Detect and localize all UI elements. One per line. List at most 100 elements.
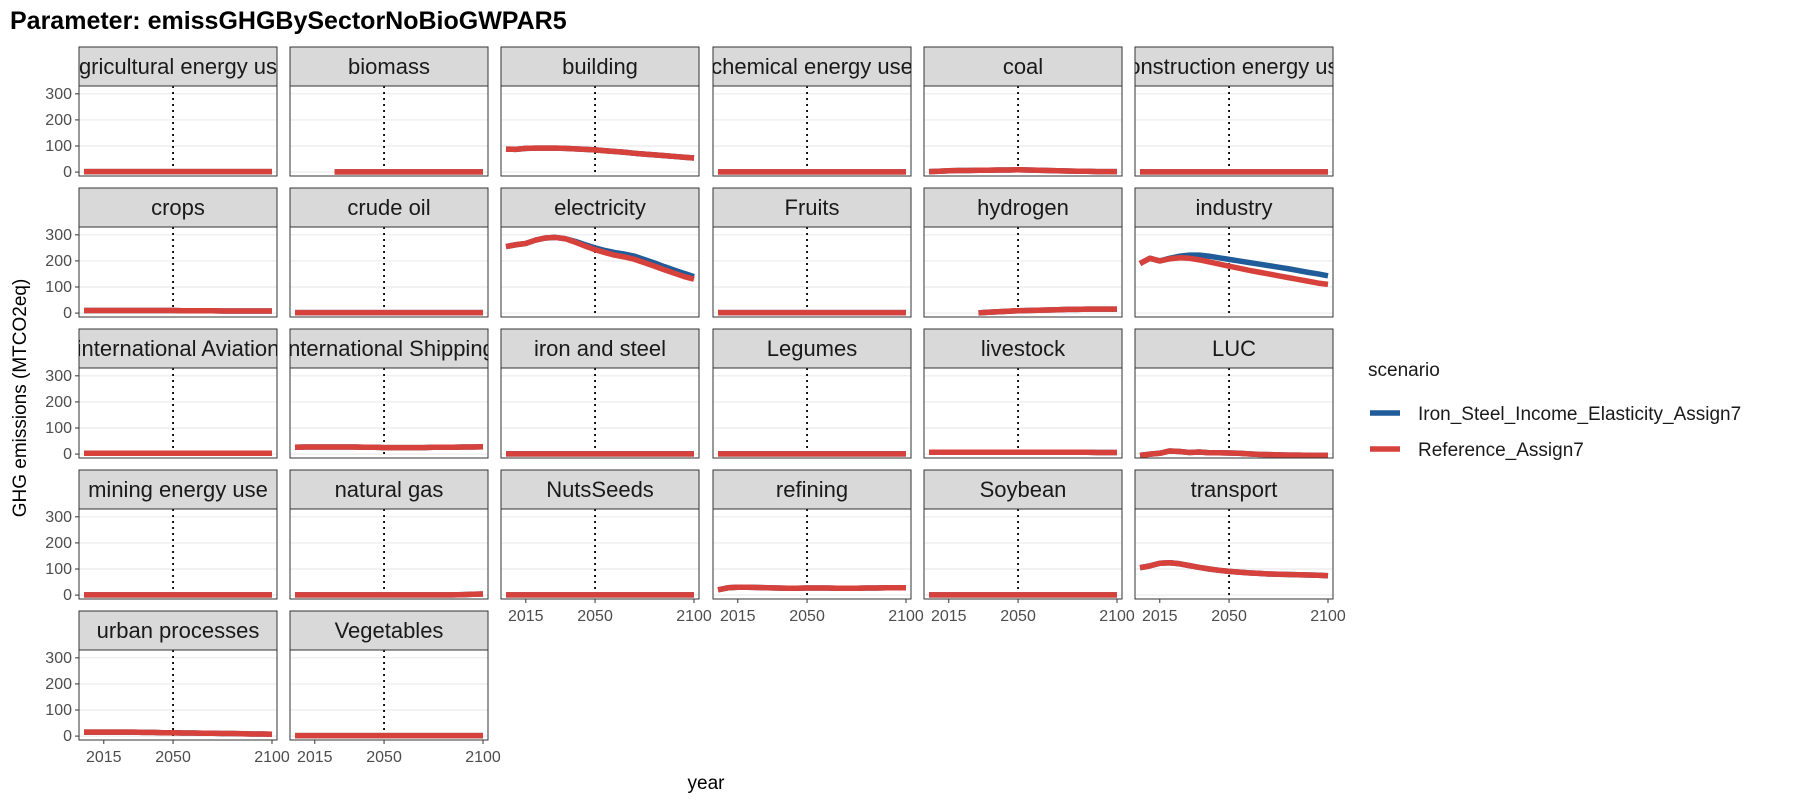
panel-border [289,649,489,741]
facet-strip [289,328,489,369]
facet-panels: agricultural energy use 0 100 200 300 biomass… [45,46,1346,766]
facet-strip-label: transport [1191,477,1278,502]
facet-strip-label: international Shipping [283,336,495,361]
panel-background [924,509,1122,599]
x-tick-label: 2100 [676,608,712,625]
facet-strip-label: hydrogen [977,195,1069,220]
facet-strip [1134,187,1334,228]
legend-title: scenario [1368,360,1440,381]
panel-border [78,226,278,318]
facet-panel: construction energy use [1134,46,1334,177]
series-line [295,591,484,598]
y-axis-title: GHG emissions (MTCO2eq) [10,279,31,518]
series-line [717,584,906,593]
facet-panel: building [500,46,700,177]
panel-background [79,650,277,740]
panel-border [500,367,700,459]
panel-background [1135,368,1333,458]
series-line [84,729,273,738]
panel-background [290,86,488,176]
legend-label: Reference_Assign7 [1418,440,1584,461]
facet-strip-label: livestock [981,336,1066,361]
facet-strip [712,328,912,369]
facet-panel: urban processes 0 100 200 300 2015 2050 2100 [45,610,290,766]
y-tick-label: 100 [45,279,72,296]
x-tick-label: 2100 [888,608,924,625]
y-tick-label: 300 [45,227,72,244]
y-tick-label: 300 [45,86,72,103]
y-tick-label: 200 [45,535,72,552]
facet-panel: iron and steel [500,328,700,459]
panel-background [1135,509,1333,599]
panel-border [78,508,278,600]
x-tick-label: 2050 [1211,608,1247,625]
facet-strip [1134,469,1334,510]
panel-border [712,367,912,459]
y-tick-label: 200 [45,394,72,411]
series-line [1139,559,1329,579]
y-tick-label: 200 [45,112,72,129]
panel-background [290,227,488,317]
y-tick-label: 300 [45,368,72,385]
y-tick-label: 300 [45,509,72,526]
y-tick-label: 0 [63,446,72,463]
facet-panel: electricity [500,187,700,318]
series-line [294,444,484,451]
x-tick-label: 2015 [1142,608,1178,625]
facet-strip-label: Vegetables [335,618,444,643]
panel-background [290,368,488,458]
facet-panel: hydrogen [923,187,1123,318]
panel-border [1134,85,1334,177]
facet-strip-label: LUC [1212,336,1256,361]
facet-panel: natural gas [289,469,489,600]
panel-background [79,86,277,176]
x-tick-label: 2050 [155,749,191,766]
facet-panel: biomass [289,46,489,177]
facet-panel: Soybean 2015 2050 2100 [923,469,1135,625]
panel-border [923,85,1123,177]
x-tick-label: 2100 [254,749,290,766]
series-line [978,306,1117,316]
panel-border [78,367,278,459]
x-tick-label: 2050 [366,749,402,766]
panel-background [924,86,1122,176]
series-line [1138,255,1329,288]
y-tick-label: 0 [63,305,72,322]
panel-background [713,368,911,458]
facet-strip-label: crude oil [347,195,430,220]
panel-border [712,85,912,177]
facet-strip-label: mining energy use [88,477,268,502]
panel-background [79,368,277,458]
facet-strip-label: NutsSeeds [546,477,654,502]
legend: scenario Iron_Steel_Income_Elasticity_As… [1368,360,1741,461]
facet-strip-label: refining [776,477,848,502]
panel-background [79,227,277,317]
facet-strip [500,187,700,228]
facet-strip-label: coal [1003,54,1043,79]
panel-border [289,226,489,318]
panel-background [501,86,699,176]
facet-strip [78,46,278,87]
facet-strip [500,469,700,510]
facet-strip-label: chemical energy use [711,54,913,79]
panel-border [78,85,278,177]
facet-strip [712,46,912,87]
panel-border [923,226,1123,318]
facet-panel: international Aviation 0 100 200 300 [45,328,278,463]
facet-panel: industry [1134,187,1334,318]
y-tick-label: 200 [45,676,72,693]
panel-border [1134,226,1334,318]
facet-panel: coal [923,46,1123,177]
panel-background [501,509,699,599]
facet-strip-label: natural gas [335,477,444,502]
panel-background [290,509,488,599]
panel-background [1135,86,1333,176]
panel-border [1134,367,1334,459]
x-tick-label: 2100 [1099,608,1135,625]
facet-panel: chemical energy use [711,46,913,177]
x-tick-label: 2100 [1310,608,1346,625]
y-tick-label: 200 [45,253,72,270]
facet-panel: livestock [923,328,1123,459]
panel-border [923,508,1123,600]
y-tick-label: 100 [45,561,72,578]
